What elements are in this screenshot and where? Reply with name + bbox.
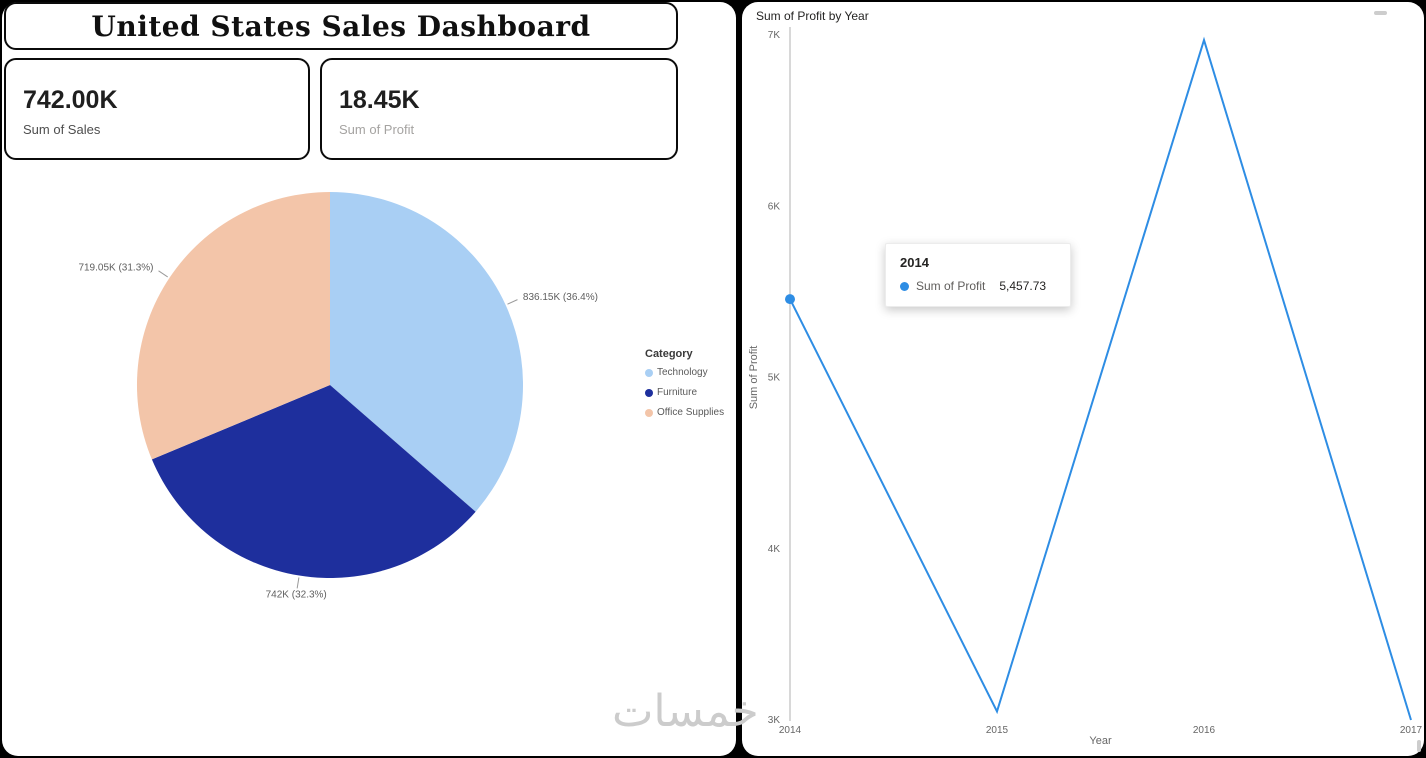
pie-data-label: 836.15K (36.4%) [523,292,598,303]
x-tick-label: 2017 [1400,725,1423,736]
pie-data-label: 719.05K (31.3%) [78,263,153,274]
legend-item-technology[interactable]: Technology [645,367,737,378]
kpi-card-sum-of-profit[interactable]: 18.45K Sum of Profit [320,58,678,160]
kpi-profit-value: 18.45K [339,86,420,114]
x-tick-label: 2014 [779,725,802,736]
chart-tooltip: 2014 Sum of Profit 5,457.73 [885,243,1071,307]
sales-dashboard-panel: United States Sales Dashboard 742.00K Su… [2,2,736,756]
pie-label-leader-line [296,577,300,589]
kpi-card-sum-of-sales[interactable]: 742.00K Sum of Sales [4,58,310,160]
pie-slice-furniture[interactable] [151,385,476,579]
y-tick-label: 6K [768,201,781,212]
tooltip-series-label: Sum of Profit [916,279,986,293]
legend-swatch-furniture [645,388,653,397]
pie-slice-technology[interactable] [330,192,524,512]
x-axis-title: Year [1089,735,1112,747]
x-tick-label: 2015 [986,725,1009,736]
tooltip-year: 2014 [900,255,929,270]
page-title: United States Sales Dashboard [91,9,591,43]
pie-label-leader-line [507,299,518,305]
legend-label-technology: Technology [657,367,708,378]
kpi-sales-value: 742.00K [23,86,118,114]
horizontal-scrollbar-thumb[interactable] [1374,11,1387,15]
data-point-2014[interactable] [785,294,795,305]
profit-line-series[interactable] [789,36,1412,721]
pie-chart[interactable]: 836.15K (36.4%) 742K (32.3%) 719.05K (31.3… [2,2,736,756]
kpi-profit-label: Sum of Profit [339,122,415,137]
tooltip-series-value: 5,457.73 [999,279,1047,293]
legend-label-office-supplies: Office Supplies [657,407,725,418]
pie-legend: Category Technology Furniture Office Sup… [645,348,737,427]
dashboard-title-box: United States Sales Dashboard [4,2,678,50]
chart-title: Sum of Profit by Year [756,9,869,23]
y-tick-label: 4K [768,544,781,555]
y-tick-label: 3K [768,715,781,726]
profit-by-year-panel: Sum of Profit by Year 7K 6K 5K 4K 3K 2014 2015… [742,2,1424,756]
tooltip-series-dot [900,281,909,291]
y-tick-label: 5K [768,373,781,384]
watermark: خمسات [612,686,759,737]
pie-slice-office-supplies[interactable] [136,192,330,460]
x-tick-label: 2016 [1193,725,1216,736]
pie-data-label: 742K (32.3%) [266,589,327,600]
vertical-scrollbar-thumb[interactable] [1417,740,1421,752]
pie-label-leader-line [158,270,168,278]
legend-item-office-supplies[interactable]: Office Supplies [645,407,737,418]
y-tick-label: 7K [768,30,781,41]
kpi-sales-label: Sum of Sales [23,122,101,137]
legend-item-furniture[interactable]: Furniture [645,387,737,398]
y-axis-title: Sum of Profit [748,346,760,410]
legend-label-furniture: Furniture [657,387,698,398]
legend-title: Category [645,348,693,360]
legend-swatch-office-supplies [645,408,653,417]
legend-swatch-technology [645,368,653,377]
